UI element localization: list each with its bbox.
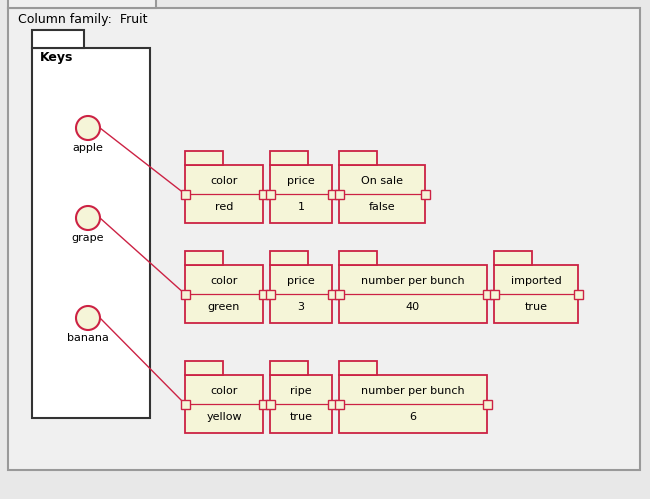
Bar	[494, 265, 578, 323]
Bar	[259, 289, 268, 298]
Bar	[185, 361, 223, 375]
Bar	[335, 289, 343, 298]
Bar	[32, 48, 150, 418]
Text: 6: 6	[410, 412, 417, 422]
Bar	[259, 400, 268, 409]
Bar	[8, 0, 156, 8]
Circle shape	[76, 116, 100, 140]
Bar	[328, 400, 337, 409]
Text: 3: 3	[298, 302, 304, 312]
Bar	[339, 151, 377, 165]
Text: ripe: ripe	[290, 386, 312, 396]
Text: color: color	[211, 276, 238, 286]
Bar	[328, 289, 337, 298]
Text: number per bunch: number per bunch	[361, 276, 465, 286]
Text: 1: 1	[298, 202, 304, 212]
Bar	[270, 265, 332, 323]
Bar	[265, 190, 274, 199]
Text: Column family:  Fruit: Column family: Fruit	[18, 12, 148, 25]
Bar	[270, 375, 332, 433]
Text: imported: imported	[511, 276, 562, 286]
Bar	[181, 400, 190, 409]
Text: color: color	[211, 386, 238, 396]
Text: red: red	[214, 202, 233, 212]
Bar	[335, 400, 343, 409]
Text: price: price	[287, 276, 315, 286]
Bar	[265, 289, 274, 298]
Text: On sale: On sale	[361, 176, 403, 186]
Bar	[32, 30, 84, 48]
Bar	[339, 361, 377, 375]
Bar	[185, 265, 263, 323]
Bar	[270, 361, 308, 375]
Bar	[185, 251, 223, 265]
Bar	[339, 265, 487, 323]
Bar	[181, 289, 190, 298]
Bar	[185, 151, 223, 165]
Bar	[339, 251, 377, 265]
Bar	[185, 375, 263, 433]
Bar	[270, 251, 308, 265]
Text: green: green	[208, 302, 240, 312]
Text: color: color	[211, 176, 238, 186]
Text: grape: grape	[72, 233, 104, 243]
Bar	[265, 400, 274, 409]
Circle shape	[76, 206, 100, 230]
Text: price: price	[287, 176, 315, 186]
Text: true: true	[525, 302, 547, 312]
Bar	[573, 289, 582, 298]
Bar	[489, 289, 499, 298]
Bar	[335, 190, 343, 199]
Bar	[339, 375, 487, 433]
Bar	[270, 151, 308, 165]
Circle shape	[76, 306, 100, 330]
Bar	[259, 190, 268, 199]
Bar	[270, 165, 332, 223]
Text: banana: banana	[67, 333, 109, 343]
Text: apple: apple	[73, 143, 103, 153]
Text: true: true	[289, 412, 313, 422]
Text: 40: 40	[406, 302, 420, 312]
Bar	[339, 165, 425, 223]
Bar	[185, 165, 263, 223]
Text: false: false	[369, 202, 395, 212]
Bar	[482, 289, 491, 298]
Bar	[181, 190, 190, 199]
Bar	[494, 251, 532, 265]
Text: yellow: yellow	[206, 412, 242, 422]
Bar	[328, 190, 337, 199]
Bar	[421, 190, 430, 199]
Bar	[482, 400, 491, 409]
Text: Keys: Keys	[40, 50, 73, 63]
Text: number per bunch: number per bunch	[361, 386, 465, 396]
